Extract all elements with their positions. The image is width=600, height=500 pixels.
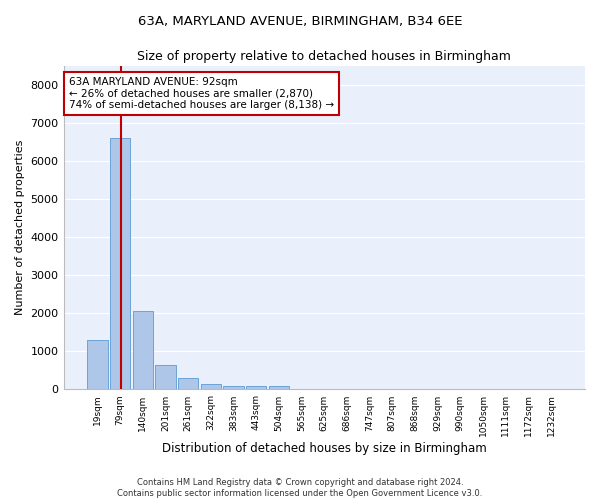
Bar — [223, 386, 244, 390]
Text: 63A, MARYLAND AVENUE, BIRMINGHAM, B34 6EE: 63A, MARYLAND AVENUE, BIRMINGHAM, B34 6E… — [138, 15, 462, 28]
Bar — [178, 378, 199, 390]
Bar — [269, 386, 289, 390]
Y-axis label: Number of detached properties: Number of detached properties — [15, 140, 25, 315]
Bar — [200, 384, 221, 390]
Bar — [155, 364, 176, 390]
Bar — [246, 386, 266, 390]
Bar — [110, 138, 130, 390]
X-axis label: Distribution of detached houses by size in Birmingham: Distribution of detached houses by size … — [162, 442, 487, 455]
Text: 63A MARYLAND AVENUE: 92sqm
← 26% of detached houses are smaller (2,870)
74% of s: 63A MARYLAND AVENUE: 92sqm ← 26% of deta… — [69, 77, 334, 110]
Bar — [87, 340, 107, 390]
Title: Size of property relative to detached houses in Birmingham: Size of property relative to detached ho… — [137, 50, 511, 63]
Bar — [133, 312, 153, 390]
Text: Contains HM Land Registry data © Crown copyright and database right 2024.
Contai: Contains HM Land Registry data © Crown c… — [118, 478, 482, 498]
